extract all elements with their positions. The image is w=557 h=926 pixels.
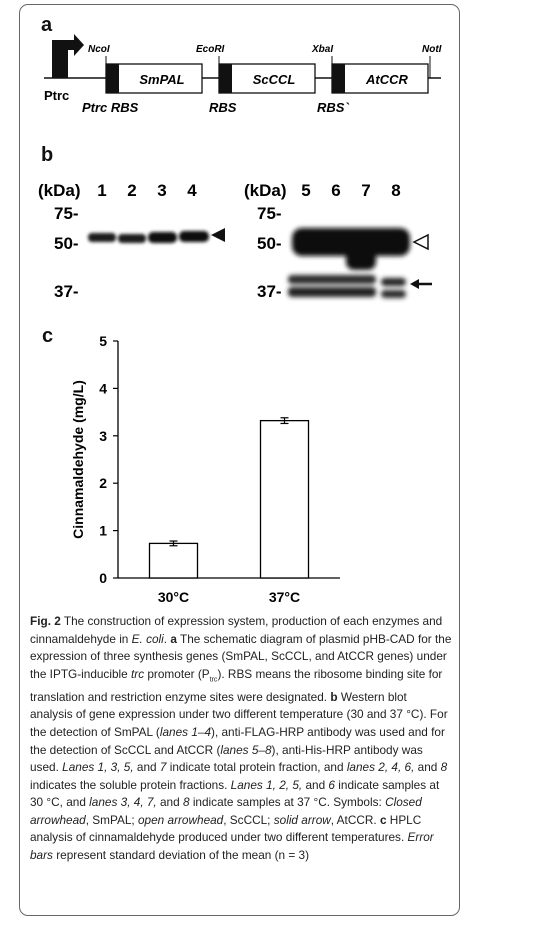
- bar-0: [150, 543, 198, 578]
- caption-b-7: indicates the soluble protein fractions.: [30, 778, 227, 792]
- caption-a-2: promoter (P: [147, 667, 209, 681]
- caption-open-arrowhead: open arrowhead: [138, 813, 223, 827]
- caption-lanes-1-4: lanes 1–4: [160, 725, 211, 739]
- caption-b-8: and: [305, 778, 325, 792]
- caption-lanes-soluble: lanes 2, 4, 6,: [347, 760, 415, 774]
- caption-solid-arrow: solid arrow: [274, 813, 331, 827]
- caption-lanes-5-8: lanes 5–8: [220, 743, 271, 757]
- caption-lane-7: 7: [160, 760, 167, 774]
- bar-1: [261, 421, 309, 578]
- caption-lanes-total: Lanes 1, 3, 5,: [62, 760, 134, 774]
- caption-b-6: and: [418, 760, 438, 774]
- caption-lane-8b: 8: [183, 795, 190, 809]
- y-tick-label-4: 4: [99, 380, 107, 396]
- caption-organism: E. coli: [132, 632, 164, 646]
- caption-lane-6: 6: [328, 778, 335, 792]
- figure-caption: Fig. 2 The construction of expression sy…: [30, 613, 452, 865]
- caption-b-5: indicate total protein fraction, and: [170, 760, 344, 774]
- caption-b-14: , AtCCR.: [331, 813, 377, 827]
- y-tick-label-1: 1: [99, 523, 107, 539]
- y-tick-label-3: 3: [99, 428, 107, 444]
- y-axis-label: Cinnamaldehyde (mg/L): [70, 380, 86, 539]
- x-tick-label-0: 30°C: [158, 589, 189, 605]
- caption-b-13: , ScCCL;: [223, 813, 270, 827]
- cinnamaldehyde-chart: 0 1 2 3 4 5 Cinnamaldehyde (mg/L) 30°C 37°C: [0, 0, 557, 620]
- caption-b-11: indicate samples at 37 °C. Symbols:: [193, 795, 382, 809]
- caption-lanes-30: Lanes 1, 2, 5,: [231, 778, 303, 792]
- caption-lane-8: 8: [441, 760, 448, 774]
- y-tick-label-0: 0: [99, 570, 107, 586]
- x-tick-label-1: 37°C: [269, 589, 300, 605]
- caption-lanes-37: lanes 3, 4, 7,: [89, 795, 157, 809]
- caption-trc: trc: [131, 667, 144, 681]
- caption-c-2: represent standard deviation of the mean…: [56, 848, 309, 862]
- y-tick-label-2: 2: [99, 475, 107, 491]
- y-tick-label-5: 5: [99, 333, 107, 349]
- caption-b-12: , SmPAL;: [86, 813, 135, 827]
- caption-b-10: and: [160, 795, 180, 809]
- fig-label: Fig. 2: [30, 614, 61, 628]
- caption-b-4: and: [137, 760, 157, 774]
